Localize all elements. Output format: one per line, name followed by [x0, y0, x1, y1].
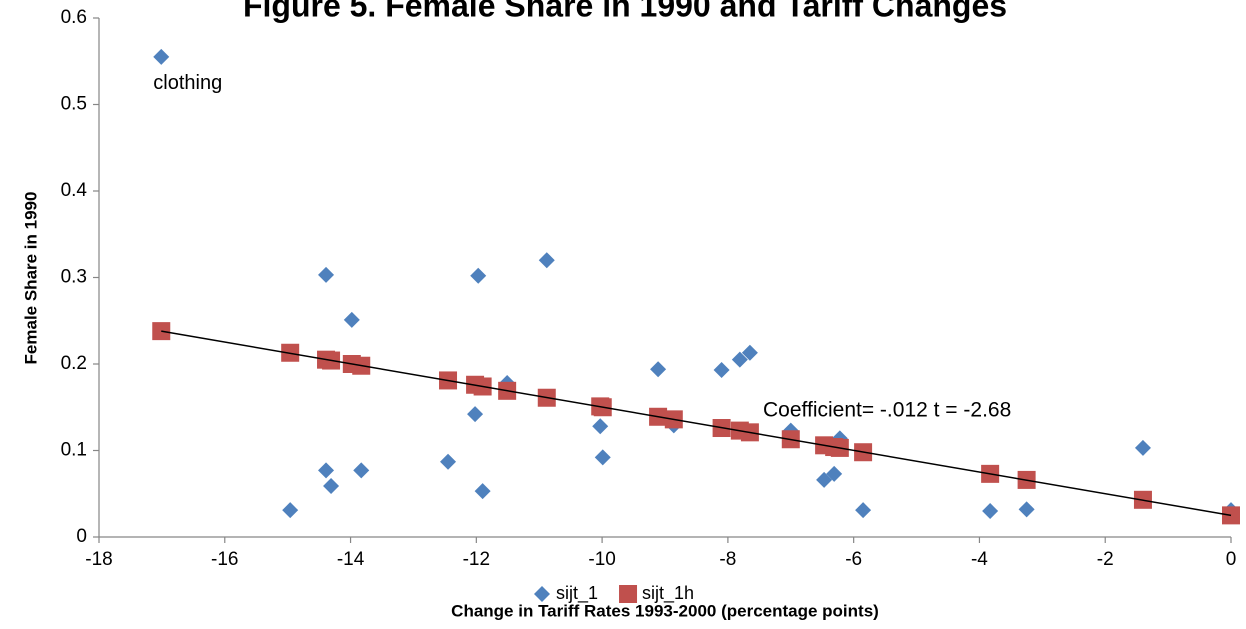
point — [538, 252, 555, 269]
x-tick-label: -4 — [971, 549, 988, 570]
y-tick-label: 0.3 — [61, 267, 87, 288]
point — [323, 477, 340, 494]
point — [353, 462, 370, 479]
annotation: Coefficient= -.012 t = -2.68 — [763, 399, 1011, 422]
point — [982, 503, 999, 520]
point — [713, 362, 730, 379]
point — [318, 266, 335, 283]
y-tick-label: 0.4 — [61, 180, 88, 201]
point — [282, 502, 299, 519]
point — [153, 48, 170, 65]
x-tick-label: -6 — [845, 549, 862, 570]
legend-label: sijt_1 — [556, 583, 598, 604]
y-tick-label: 0.2 — [61, 353, 87, 374]
y-tick-label: 0.6 — [61, 7, 87, 28]
y-tick-label: 0 — [76, 526, 87, 547]
y-axis-title: Female Share in 1990 — [21, 192, 40, 365]
y-tick-label: 0.5 — [61, 94, 87, 115]
x-axis-title: Change in Tariff Rates 1993-2000 (percen… — [451, 601, 879, 620]
point — [741, 344, 758, 361]
x-tick-label: -16 — [211, 549, 238, 570]
chart-title: Figure 5. Female Share in 1990 and Tarif… — [243, 0, 1007, 23]
point — [650, 361, 667, 378]
annotation: clothing — [153, 72, 222, 94]
trendline — [161, 330, 1232, 517]
point — [594, 449, 611, 466]
point — [826, 465, 843, 482]
x-tick-label: -8 — [719, 549, 736, 570]
point — [855, 502, 872, 519]
x-tick-label: -2 — [1097, 549, 1114, 570]
point — [343, 311, 360, 328]
legend-label: sijt_1h — [642, 583, 694, 604]
x-tick-label: -10 — [588, 549, 615, 570]
x-tick-label: -12 — [463, 549, 490, 570]
point — [474, 483, 491, 500]
point — [1134, 439, 1151, 456]
point — [1018, 501, 1035, 518]
x-tick-label: 0 — [1226, 549, 1237, 570]
x-tick-label: -14 — [337, 549, 365, 570]
point — [470, 267, 487, 284]
point — [440, 453, 457, 470]
point — [318, 462, 335, 479]
point — [592, 418, 609, 435]
legend-marker — [534, 586, 550, 602]
x-tick-label: -18 — [85, 549, 112, 570]
y-tick-label: 0.1 — [61, 440, 87, 461]
legend-marker — [619, 585, 638, 603]
point — [731, 351, 748, 368]
point — [467, 406, 484, 423]
point — [816, 471, 833, 488]
